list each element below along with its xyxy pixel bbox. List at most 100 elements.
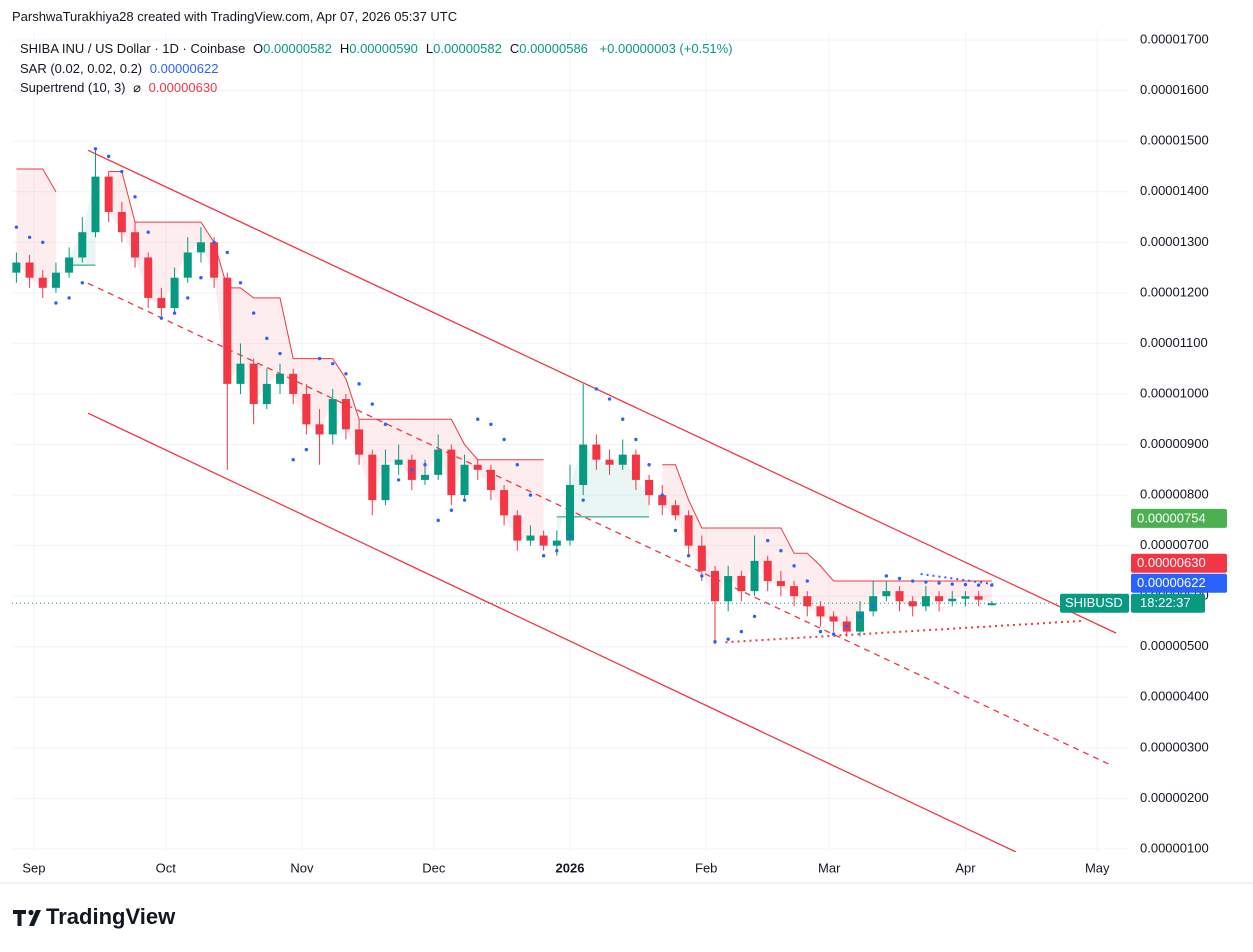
y-tick-label: 0.00000100 (1140, 840, 1209, 855)
candle-body (500, 490, 509, 516)
candle-body (737, 575, 746, 592)
price-badge-label: 0.00000630 (1137, 555, 1206, 570)
price-badge (1131, 553, 1227, 573)
sar-dot (963, 582, 968, 587)
candle-body (921, 596, 930, 607)
x-tick-label: Nov (290, 860, 314, 875)
axes: 0.00001700 0.00001600 0.00001500 0.00001400… (22, 32, 1227, 875)
candle-body (91, 176, 100, 233)
plot-area (12, 147, 1128, 852)
candle-body (513, 515, 522, 541)
candle-body (697, 545, 706, 571)
candle-body (987, 603, 996, 606)
price-badge-label: 0.00000622 (1137, 575, 1206, 590)
sar-dot (726, 637, 730, 641)
supertrend-line (108, 171, 544, 461)
sar-dot (159, 316, 164, 320)
sar-dot (344, 372, 348, 376)
y-tick-label: 0.00000200 (1140, 790, 1209, 805)
sar-dot (93, 147, 98, 151)
sar-dot (990, 583, 994, 587)
sar-dot (133, 195, 137, 199)
candle-body (381, 464, 390, 501)
x-tick-label: Feb (695, 860, 717, 875)
candle-body (355, 429, 364, 455)
ohlc-value: 0.00000586 (519, 41, 588, 56)
sar-dot (476, 417, 480, 421)
sar-dot (686, 554, 691, 558)
candle-body (196, 242, 205, 253)
sar-dot (106, 154, 111, 159)
sar-dot (331, 361, 335, 366)
candle-body (144, 257, 153, 298)
sar-dot (436, 518, 440, 523)
trendline (87, 282, 1112, 766)
symbol-badge-label: SHIBUSD (1065, 595, 1123, 610)
candle-body (539, 535, 548, 546)
sar-dot (238, 281, 243, 285)
attribution: ParshwaTurakhiya28 created with TradingV… (12, 9, 458, 24)
countdown-label: 18:22:37 (1140, 595, 1191, 610)
candle-body (658, 495, 667, 506)
sar-dot (594, 387, 599, 391)
indicator-value: 0.00000630 (148, 80, 218, 95)
sar-dot (225, 250, 229, 255)
candle-body (302, 393, 311, 425)
candle-body (394, 459, 403, 465)
candle-body (803, 596, 812, 607)
candle-body (776, 581, 785, 587)
candle-body (763, 560, 772, 582)
x-tick-label: Apr (955, 860, 976, 875)
sar-dot (621, 417, 625, 421)
candle-body (486, 469, 495, 491)
candle-body (895, 591, 904, 602)
legend-row: Supertrend (10, 3) ⌀ 0.00000630 (20, 78, 737, 98)
price-badge (1131, 573, 1227, 593)
change: +0.00000003 (+0.51%) (599, 41, 733, 56)
supertrend-line (662, 464, 992, 582)
symbol-badge (1060, 593, 1129, 613)
y-tick-label: 0.00000300 (1140, 739, 1209, 754)
candle-body (855, 611, 864, 632)
sar-dot (752, 614, 757, 619)
sar-dot (199, 276, 203, 280)
ohlc-label: H (339, 41, 350, 56)
sar-dot (634, 437, 638, 442)
sar-dot (779, 549, 783, 553)
sar-dot (357, 382, 361, 386)
legend: SHIBA INU / US Dollar · 1D · Coinbase O0… (20, 39, 737, 98)
sar-dot (251, 311, 256, 315)
supertrend-fill (662, 464, 992, 632)
ohlc-value: 0.00000582 (433, 41, 502, 56)
x-tick-label: Dec (422, 860, 446, 875)
sar-dot (489, 422, 493, 427)
candle-body (829, 616, 838, 622)
sar-dot (41, 240, 45, 245)
sar-dot (265, 336, 269, 341)
y-tick-label: 0.00001000 (1140, 385, 1209, 400)
candle-body (460, 464, 469, 496)
indicator-name: Supertrend (10, 3) (20, 80, 126, 95)
sar-dot (80, 281, 84, 285)
candle-body (908, 601, 917, 607)
sar-dot (766, 538, 770, 543)
candle-body (948, 598, 957, 602)
ohlc-label: L (425, 41, 434, 56)
candle-body (421, 474, 430, 480)
candle-body (117, 211, 126, 233)
sar-dot (805, 579, 809, 583)
ohlc-value: 0.00000590 (349, 41, 418, 56)
candle-body (631, 454, 640, 480)
candle-body (262, 383, 271, 405)
candle-body (882, 591, 891, 597)
y-tick-label: 0.00001600 (1140, 82, 1209, 97)
sar-dot (383, 422, 388, 427)
sar-dot (937, 581, 941, 585)
sar-dot (568, 533, 572, 538)
sar-dot (120, 169, 124, 174)
candle-body (724, 575, 733, 602)
sar-dot (713, 639, 717, 644)
candle-body (526, 535, 535, 541)
candle-body (170, 277, 179, 309)
candle-body (592, 444, 601, 460)
